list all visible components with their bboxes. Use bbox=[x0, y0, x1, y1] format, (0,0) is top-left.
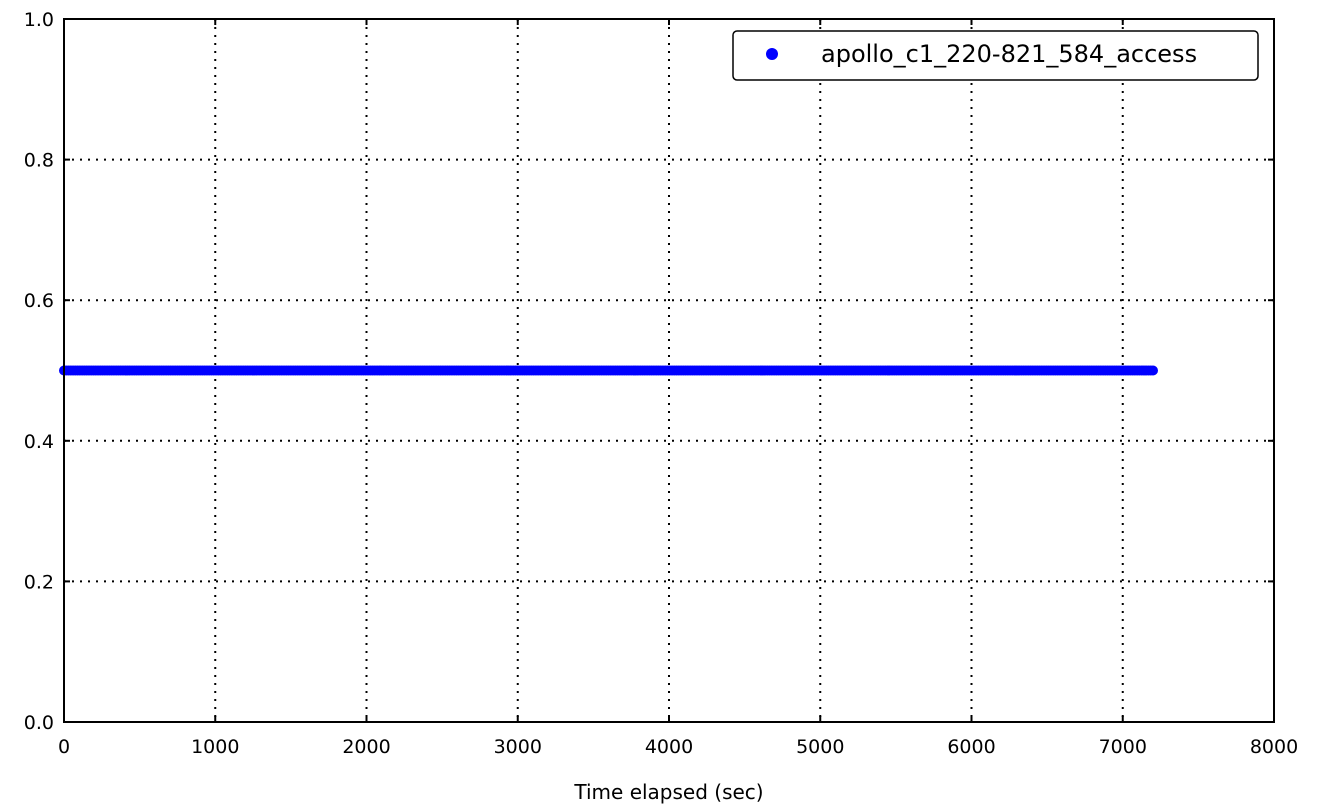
legend: apollo_c1_220-821_584_access bbox=[732, 30, 1259, 81]
y-tick-label: 0.6 bbox=[24, 290, 54, 312]
y-tick-labels: 0.0 0.2 0.4 0.6 0.8 1.0 bbox=[24, 9, 54, 734]
y-tick-label: 1.0 bbox=[24, 9, 54, 31]
x-tick-label: 5000 bbox=[796, 736, 844, 758]
legend-box bbox=[732, 30, 1259, 81]
x-tick-label: 0 bbox=[58, 736, 70, 758]
axis-ticks bbox=[63, 18, 1275, 723]
y-tick-label: 0.8 bbox=[24, 150, 54, 172]
x-tick-labels: 0 1000 2000 3000 4000 5000 6000 7000 8000 bbox=[58, 736, 1298, 758]
series-points bbox=[59, 365, 1158, 376]
data-point bbox=[1148, 365, 1158, 376]
x-tick-label: 7000 bbox=[1099, 736, 1147, 758]
x-tick-label: 4000 bbox=[645, 736, 693, 758]
x-axis-label: Time elapsed (sec) bbox=[573, 780, 763, 804]
x-tick-label: 1000 bbox=[191, 736, 239, 758]
x-tick-label: 2000 bbox=[342, 736, 390, 758]
x-tick-label: 3000 bbox=[494, 736, 542, 758]
y-tick-label: 0.4 bbox=[24, 431, 54, 453]
grid-lines bbox=[64, 19, 1274, 722]
y-tick-label: 0.0 bbox=[24, 712, 54, 734]
y-tick-label: 0.2 bbox=[24, 571, 54, 593]
x-tick-label: 8000 bbox=[1250, 736, 1298, 758]
legend-marker bbox=[766, 48, 778, 60]
legend-label: apollo_c1_220-821_584_access bbox=[821, 40, 1197, 68]
x-tick-label: 6000 bbox=[947, 736, 995, 758]
